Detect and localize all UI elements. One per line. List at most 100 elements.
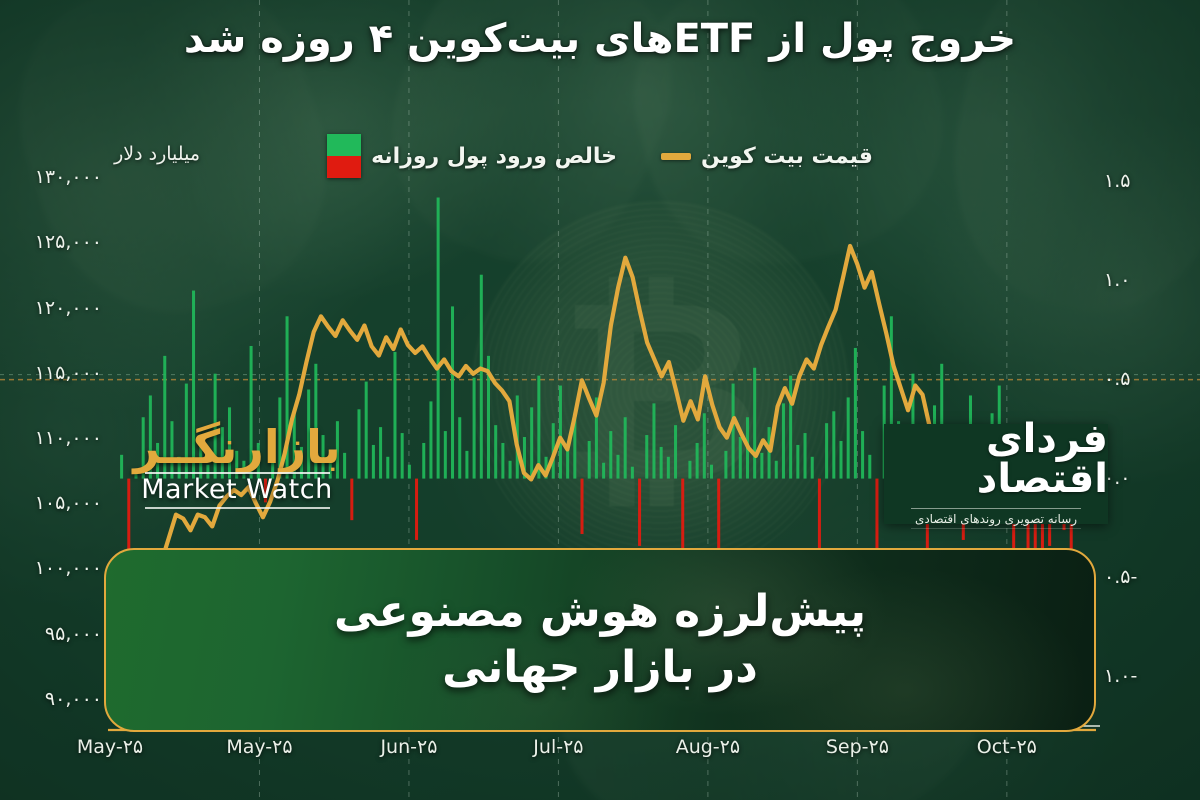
flow-bar: [666, 456, 670, 479]
flow-bar: [357, 409, 361, 479]
flow-bar: [767, 427, 771, 479]
x-axis-tick-label: Sep-۲۵: [825, 736, 889, 758]
flow-bar: [386, 456, 390, 479]
flow-bar: [889, 316, 893, 479]
flow-bar: [307, 389, 311, 479]
banner-texture: [106, 550, 1094, 730]
left-axis-tick-label: ۱۰۰,۰۰۰: [34, 557, 102, 580]
flow-bar: [674, 425, 678, 479]
flow-bar: [537, 375, 541, 479]
flow-bar: [724, 450, 728, 479]
chart-legend: قیمت بیت کوین خالص ورود پول روزانه: [0, 134, 1200, 178]
right-axis-tick-label: ۰.۵: [1104, 367, 1131, 390]
market-watch-logo: بازارنگــر Market Watch: [122, 424, 352, 526]
flow-bar: [163, 355, 167, 479]
flow-bar: [638, 478, 642, 546]
flow-bar: [868, 454, 872, 479]
flow-bar: [328, 462, 332, 479]
right-axis-tick-label: ۱.۰: [1104, 268, 1131, 291]
flow-bar: [501, 442, 505, 479]
flow-bar: [350, 478, 354, 521]
flow-bar: [558, 385, 562, 479]
flow-bar: [817, 478, 821, 570]
flow-bar: [343, 452, 347, 479]
flow-bar: [853, 347, 857, 479]
flow-bar: [652, 403, 656, 479]
flow-bar: [206, 464, 210, 479]
x-axis-tick-label: Jul-۲۵: [533, 736, 584, 758]
left-axis-tick-label: ۱۳۰,۰۰۰: [34, 166, 102, 189]
flow-bar: [429, 401, 433, 479]
flow-bar: [141, 417, 145, 479]
flow-bar: [587, 440, 591, 479]
banner-text-group: پیش‌لرزه هوش مصنوعی در بازار جهانی: [106, 550, 1094, 730]
flow-bar: [738, 437, 742, 479]
flow-bar: [458, 417, 462, 479]
page-title: خروج پول از ETFهای بیت‌کوین ۴ روزه شد: [183, 16, 1017, 62]
x-axis-tick-label: Aug-۲۵: [675, 736, 741, 758]
flow-bar: [681, 478, 685, 582]
flow-bar: [314, 363, 318, 479]
farda-eghtesad-logo: فردای اقتصاد رسانه تصویری روندهای اقتصاد…: [884, 419, 1108, 529]
x-axis-tick-label: May-۲۵: [76, 736, 144, 758]
farda-eghtesad-logo-subtitle: رسانه تصویری روندهای اقتصادی: [910, 508, 1082, 529]
left-axis-tick-label: ۱۲۰,۰۰۰: [34, 296, 102, 319]
flow-bar: [602, 462, 606, 479]
flow-bar: [940, 363, 944, 479]
flow-bar: [177, 456, 181, 479]
market-watch-logo-en: Market Watch: [141, 474, 333, 505]
flow-bar: [810, 456, 814, 479]
flow-bar: [364, 381, 368, 479]
flow-bar: [400, 433, 404, 479]
flow-bar: [321, 435, 325, 479]
flow-bar: [530, 407, 534, 479]
flow-bar: [335, 421, 339, 479]
left-axis-tick-label: ۱۱۰,۰۰۰: [34, 427, 102, 449]
flow-bar: [710, 464, 714, 479]
flow-bar: [407, 464, 411, 479]
flow-bar: [731, 383, 735, 479]
flow-bar: [120, 454, 124, 479]
left-axis-tick-label: ۹۰,۰۰۰: [44, 687, 102, 710]
flow-bar: [479, 274, 483, 479]
flow-bar: [839, 440, 843, 479]
flow-bar: [415, 478, 419, 540]
flow-bar: [379, 427, 383, 479]
flow-bar: [1012, 478, 1016, 602]
flow-bar: [443, 431, 447, 479]
flow-bar: [781, 403, 785, 479]
flow-bar: [256, 442, 260, 479]
flow-bar: [285, 316, 289, 479]
right-axis-unit-label: میلیارد دلار: [114, 143, 200, 165]
flow-bar: [156, 442, 160, 479]
flow-bar: [436, 197, 440, 479]
green-red-square-swatch-icon: [327, 134, 362, 178]
flow-bar: [299, 446, 303, 479]
x-axis-tick-label: Jun-۲۵: [380, 736, 438, 758]
flow-bar: [789, 375, 793, 479]
flow-bar: [760, 452, 764, 479]
flow-bar: [393, 351, 397, 479]
legend-item-price[interactable]: قیمت بیت کوین: [661, 144, 873, 169]
flow-bar: [192, 290, 196, 479]
flow-bar: [796, 444, 800, 479]
flow-bar: [170, 421, 174, 479]
flow-bar: [803, 433, 807, 479]
legend-item-netflow[interactable]: خالص ورود پول روزانه: [327, 134, 617, 178]
flow-bar: [566, 448, 570, 479]
flow-bar: [263, 478, 267, 503]
left-axis-tick-label: ۱۰۵,۰۰۰: [34, 492, 102, 515]
flow-bar: [271, 431, 275, 479]
flow-bar: [695, 442, 699, 479]
flow-bar: [861, 431, 865, 479]
flow-bar: [465, 450, 469, 479]
flow-bar: [702, 413, 706, 479]
flow-bar: [875, 478, 879, 550]
flow-bar: [148, 395, 152, 479]
flow-bar: [1069, 478, 1073, 576]
flow-bar: [630, 466, 634, 479]
flow-bar: [199, 437, 203, 479]
legend-label-price: قیمت بیت کوین: [701, 143, 873, 169]
